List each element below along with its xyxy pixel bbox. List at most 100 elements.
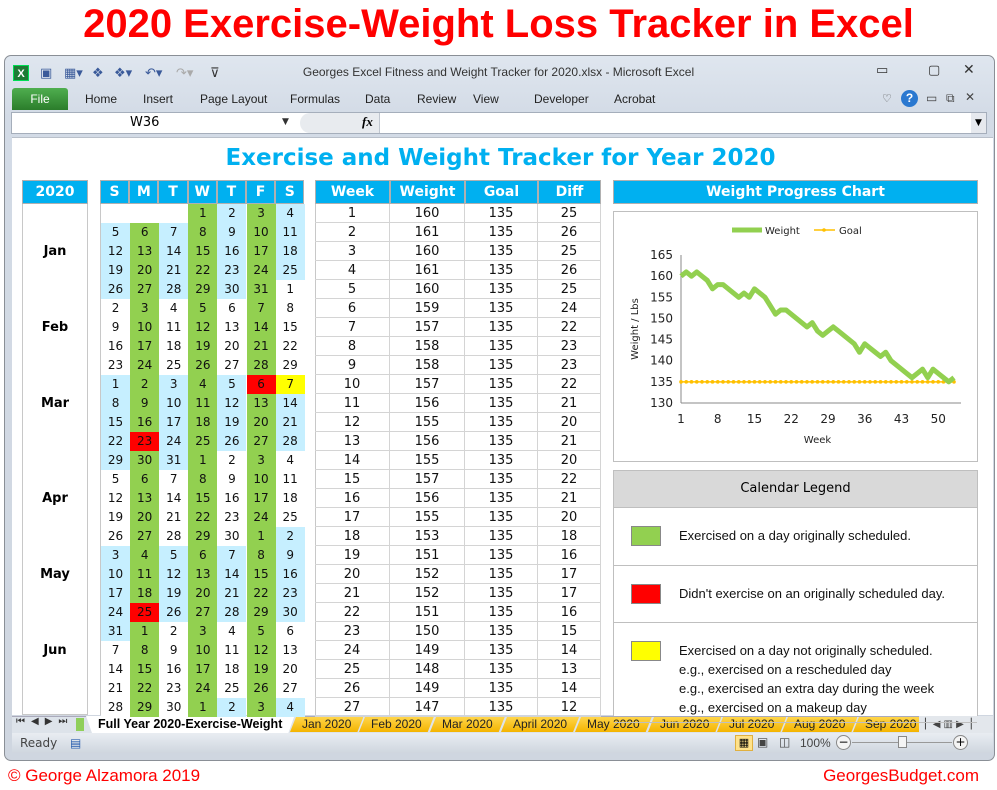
calendar-day[interactable]: 24 bbox=[188, 679, 218, 698]
calendar-day[interactable]: 19 bbox=[101, 261, 131, 280]
calendar-day[interactable]: 30 bbox=[159, 698, 189, 717]
calendar-day[interactable]: 17 bbox=[159, 413, 189, 432]
calendar-day[interactable]: 6 bbox=[188, 546, 218, 565]
calendar-day[interactable]: 15 bbox=[188, 242, 218, 261]
calendar-day[interactable]: 9 bbox=[217, 470, 247, 489]
calendar-day[interactable]: 4 bbox=[275, 451, 305, 470]
tab-acrobat[interactable]: Acrobat bbox=[614, 92, 656, 106]
calculator-icon[interactable]: ▦▾ bbox=[64, 66, 83, 81]
calendar-day[interactable]: 27 bbox=[217, 356, 247, 375]
tab-full-year[interactable]: Full Year 2020-Exercise-Weight bbox=[86, 716, 294, 733]
calendar-day[interactable]: 16 bbox=[101, 337, 131, 356]
sheet-tab[interactable]: April 2020 bbox=[501, 717, 579, 732]
calendar-day[interactable]: 30 bbox=[130, 451, 160, 470]
calendar-day[interactable]: 20 bbox=[246, 413, 276, 432]
save-icon[interactable]: ▣ bbox=[40, 66, 53, 81]
calendar-day[interactable]: 22 bbox=[188, 508, 218, 527]
calendar-day[interactable]: 8 bbox=[130, 641, 160, 660]
calendar-day[interactable]: 9 bbox=[101, 318, 131, 337]
calendar-day[interactable]: 21 bbox=[101, 679, 131, 698]
calendar-day[interactable]: 31 bbox=[101, 622, 131, 641]
calendar-day[interactable]: 15 bbox=[130, 660, 160, 679]
calendar-day[interactable]: 19 bbox=[217, 413, 247, 432]
calendar-day[interactable]: 25 bbox=[275, 508, 305, 527]
calendar-day[interactable]: 18 bbox=[188, 413, 218, 432]
calendar-day[interactable]: 13 bbox=[130, 489, 160, 508]
calendar-day[interactable]: 21 bbox=[159, 508, 189, 527]
calendar-day[interactable] bbox=[159, 204, 189, 223]
calendar-day[interactable]: 12 bbox=[217, 394, 247, 413]
calendar-day[interactable]: 20 bbox=[130, 261, 160, 280]
calendar-day[interactable]: 28 bbox=[159, 527, 189, 546]
calendar-day[interactable]: 30 bbox=[275, 603, 305, 622]
calendar-day[interactable]: 3 bbox=[159, 375, 189, 394]
calendar-day[interactable]: 7 bbox=[275, 375, 305, 394]
calendar-day[interactable]: 1 bbox=[188, 451, 218, 470]
calendar-day[interactable]: 3 bbox=[188, 622, 218, 641]
calendar-day[interactable]: 9 bbox=[217, 223, 247, 242]
horizontal-scrollbar[interactable]: ▏◀ ▥ ▶▕ bbox=[919, 716, 993, 733]
calendar-day[interactable]: 15 bbox=[188, 489, 218, 508]
calendar-day[interactable]: 5 bbox=[246, 622, 276, 641]
calendar-day[interactable]: 3 bbox=[246, 451, 276, 470]
website-link[interactable]: GeorgesBudget.com bbox=[823, 766, 979, 785]
zoom-in-button[interactable]: + bbox=[953, 735, 968, 750]
calendar-day[interactable]: 19 bbox=[101, 508, 131, 527]
calendar-day[interactable]: 10 bbox=[130, 318, 160, 337]
find-icon[interactable]: ❖ bbox=[92, 66, 104, 81]
calendar-day[interactable]: 4 bbox=[275, 204, 305, 223]
calendar-day[interactable]: 17 bbox=[130, 337, 160, 356]
formula-input[interactable] bbox=[382, 113, 970, 133]
calendar-day[interactable]: 26 bbox=[217, 432, 247, 451]
calendar-day[interactable]: 22 bbox=[275, 337, 305, 356]
calendar-day[interactable]: 28 bbox=[217, 603, 247, 622]
calendar-day[interactable]: 14 bbox=[246, 318, 276, 337]
expand-formula-bar-icon[interactable]: ▼ bbox=[971, 113, 986, 133]
calendar-day[interactable]: 26 bbox=[101, 280, 131, 299]
normal-view-icon[interactable]: ▦ bbox=[735, 735, 753, 751]
calendar-day[interactable]: 3 bbox=[130, 299, 160, 318]
undo-icon[interactable]: ↶▾ bbox=[145, 66, 163, 81]
calendar-day[interactable] bbox=[101, 204, 131, 223]
calendar-day[interactable]: 13 bbox=[246, 394, 276, 413]
calendar-day[interactable]: 24 bbox=[246, 261, 276, 280]
calendar-day[interactable]: 9 bbox=[159, 641, 189, 660]
calendar-day[interactable]: 11 bbox=[130, 565, 160, 584]
calendar-day[interactable]: 9 bbox=[130, 394, 160, 413]
calendar-day[interactable]: 7 bbox=[159, 470, 189, 489]
calendar-day[interactable]: 1 bbox=[188, 204, 218, 223]
calendar-day[interactable]: 28 bbox=[159, 280, 189, 299]
tab-page-layout[interactable]: Page Layout bbox=[200, 92, 268, 106]
calendar-day[interactable]: 28 bbox=[101, 698, 131, 717]
calendar-day[interactable]: 15 bbox=[275, 318, 305, 337]
calendar-day[interactable]: 2 bbox=[101, 299, 131, 318]
calendar-day[interactable]: 31 bbox=[159, 451, 189, 470]
calendar-day[interactable]: 30 bbox=[217, 280, 247, 299]
calendar-day[interactable]: 16 bbox=[275, 565, 305, 584]
calendar-day[interactable]: 10 bbox=[188, 641, 218, 660]
calendar-day[interactable]: 9 bbox=[275, 546, 305, 565]
calendar-day[interactable]: 20 bbox=[188, 584, 218, 603]
calendar-day[interactable]: 26 bbox=[159, 603, 189, 622]
minimize-workbook-button[interactable]: ▭ bbox=[926, 91, 938, 105]
calendar-day[interactable]: 27 bbox=[130, 527, 160, 546]
calendar-day[interactable]: 14 bbox=[159, 489, 189, 508]
minimize-ribbon-icon[interactable]: ♡ bbox=[882, 92, 892, 105]
calendar-day[interactable]: 3 bbox=[246, 204, 276, 223]
page-break-view-icon[interactable]: ◫ bbox=[779, 735, 791, 749]
calendar-day[interactable]: 26 bbox=[188, 356, 218, 375]
calendar-day[interactable]: 21 bbox=[246, 337, 276, 356]
calendar-day[interactable]: 6 bbox=[130, 223, 160, 242]
calendar-day[interactable]: 11 bbox=[188, 394, 218, 413]
tab-formulas[interactable]: Formulas bbox=[290, 92, 341, 106]
calendar-day[interactable]: 14 bbox=[101, 660, 131, 679]
sheet-tab[interactable]: Jan 2020 bbox=[290, 717, 363, 732]
calendar-day[interactable]: 1 bbox=[130, 622, 160, 641]
calendar-day[interactable]: 20 bbox=[217, 337, 247, 356]
zoom-slider-thumb[interactable] bbox=[898, 736, 907, 748]
calendar-day[interactable]: 12 bbox=[101, 489, 131, 508]
calendar-day[interactable]: 22 bbox=[246, 584, 276, 603]
calendar-day[interactable]: 8 bbox=[246, 546, 276, 565]
sheet-tab[interactable]: Jun 2020 bbox=[648, 717, 721, 732]
sheet-tab[interactable]: Aug 2020 bbox=[782, 717, 857, 732]
